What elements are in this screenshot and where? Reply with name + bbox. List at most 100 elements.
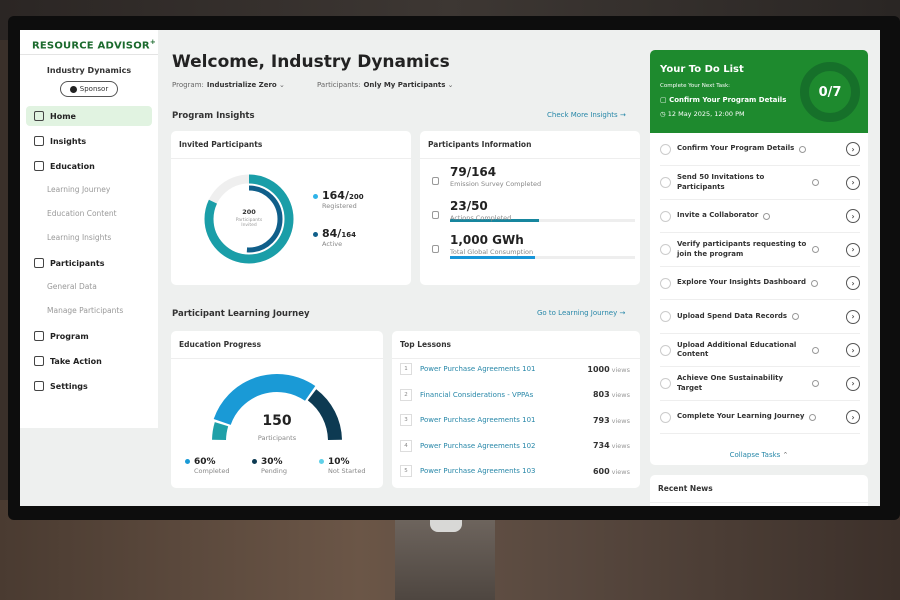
lesson-row[interactable]: 3 Power Purchase Agreements 101 793 views	[400, 414, 630, 426]
sidebar-item[interactable]: Participants	[26, 253, 152, 273]
lesson-link[interactable]: Power Purchase Agreements 101	[420, 365, 536, 373]
role-badge[interactable]: Sponsor	[60, 81, 118, 97]
help-icon[interactable]	[811, 279, 819, 287]
checkbox[interactable]	[660, 210, 671, 222]
survey-icon	[432, 177, 439, 185]
sidebar-subitem[interactable]: Manage Participants	[47, 306, 124, 315]
chevron-up-icon: ⌃	[782, 451, 789, 459]
help-icon[interactable]	[812, 246, 819, 253]
sidebar-item[interactable]: Education	[26, 156, 152, 176]
clock-icon: ◷	[660, 110, 666, 118]
gauge-value: 150	[262, 413, 292, 429]
help-icon[interactable]	[812, 380, 819, 387]
todo-item[interactable]: Invite a Collaborator ›	[660, 200, 860, 233]
help-icon[interactable]	[792, 313, 800, 320]
help-icon[interactable]	[809, 413, 817, 421]
sidebar-subitem[interactable]: Learning Journey	[47, 185, 111, 194]
section-title: Program Insights	[172, 111, 255, 121]
collapse-label: Collapse Tasks	[729, 451, 781, 459]
help-icon[interactable]	[812, 179, 819, 186]
checkbox[interactable]	[660, 143, 671, 155]
registered-total: 200	[348, 193, 364, 201]
lesson-link[interactable]: Power Purchase Agreements 103	[420, 467, 536, 475]
sidebar-item[interactable]: Take Action	[26, 351, 152, 371]
chevron-right-icon[interactable]: ›	[846, 276, 860, 290]
checkbox[interactable]	[660, 177, 671, 188]
program-filter[interactable]: Program: Industrialize Zero ⌄	[172, 81, 285, 89]
todo-item[interactable]: Upload Additional Educational Content ›	[660, 334, 860, 367]
views-count: 803	[592, 390, 610, 399]
checkbox[interactable]	[660, 277, 671, 289]
todo-progress-ring: 0/7	[800, 62, 860, 122]
checkbox[interactable]	[660, 378, 671, 389]
checkbox[interactable]	[660, 344, 671, 356]
sidebar-item[interactable]: Settings	[26, 376, 152, 396]
sidebar-item[interactable]: Program	[26, 326, 152, 346]
lesson-link[interactable]: Power Purchase Agreements 101	[420, 416, 536, 424]
gauge-segment-completed	[213, 374, 316, 426]
participants-filter[interactable]: Participants: Only My Participants ⌄	[317, 81, 454, 89]
arrow-right-icon: →	[619, 309, 626, 317]
progress-bar	[450, 219, 635, 222]
lesson-row[interactable]: 4 Power Purchase Agreements 102 734 views	[400, 439, 630, 452]
lesson-rank: 4	[400, 439, 412, 452]
checkbox[interactable]	[660, 411, 671, 423]
todo-item-label: Verify participants requesting to join t…	[677, 240, 807, 258]
chevron-right-icon[interactable]: ›	[846, 242, 860, 257]
help-icon[interactable]	[799, 145, 807, 153]
todo-item[interactable]: Achieve One Sustainability Target ›	[660, 368, 860, 401]
card-title: Recent News	[650, 475, 868, 503]
sidebar-item-label: Participants	[50, 258, 105, 268]
todo-item[interactable]: Explore Your Insights Dashboard ›	[660, 267, 860, 300]
help-icon[interactable]	[763, 212, 771, 220]
lesson-row[interactable]: 5 Power Purchase Agreements 103 600 views	[400, 465, 630, 477]
puzzle-icon	[34, 356, 44, 366]
go-to-learning-journey-link[interactable]: Go to Learning Journey →	[537, 309, 625, 317]
gauge-label: Participants	[257, 434, 297, 442]
bulb-icon	[432, 245, 439, 253]
next-task[interactable]: ▢ Confirm Your Program Details	[660, 96, 786, 104]
todo-item[interactable]: Send 50 Invitations to Participants ›	[660, 167, 860, 200]
card-title: Education Progress	[171, 331, 383, 359]
todo-item[interactable]: Confirm Your Program Details ›	[660, 133, 860, 166]
chevron-right-icon[interactable]: ›	[846, 142, 860, 156]
todo-item[interactable]: Complete Your Learning Journey ›	[660, 401, 860, 434]
collapse-tasks-button[interactable]: Collapse Tasks ⌃	[650, 451, 868, 459]
lesson-views: 1000 views	[587, 365, 630, 374]
sidebar-item[interactable]: Home	[26, 106, 152, 126]
help-icon[interactable]	[812, 346, 819, 354]
checkbox[interactable]	[660, 244, 671, 255]
recent-news-card: Recent News	[650, 475, 868, 506]
chevron-right-icon[interactable]: ›	[846, 343, 860, 357]
chevron-right-icon[interactable]: ›	[846, 376, 860, 391]
arrow-right-icon: →	[619, 111, 626, 119]
chevron-right-icon[interactable]: ›	[846, 410, 860, 424]
sidebar-subitem[interactable]: Education Content	[47, 209, 117, 218]
sidebar-subitem[interactable]: General Data	[47, 282, 97, 291]
program-label: Program:	[172, 81, 204, 89]
lesson-row[interactable]: 1 Power Purchase Agreements 101 1000 views	[400, 363, 630, 375]
gauge-segment-pending	[307, 389, 342, 441]
link-label: Check More Insights	[547, 111, 618, 119]
chevron-right-icon[interactable]: ›	[846, 175, 860, 190]
check-more-insights-link[interactable]: Check More Insights →	[547, 111, 626, 119]
lesson-link[interactable]: Power Purchase Agreements 102	[420, 441, 536, 450]
checkbox[interactable]	[660, 311, 671, 322]
gauge-legend-item: 30% Pending	[252, 457, 287, 475]
chevron-right-icon[interactable]: ›	[846, 209, 860, 223]
participants-info-card: Participants Information 79/164 Emission …	[420, 131, 640, 285]
sidebar-subitem[interactable]: Learning Insights	[47, 233, 112, 242]
sidebar-item[interactable]: Insights	[26, 131, 152, 151]
link-label: Go to Learning Journey	[537, 309, 618, 317]
todo-item[interactable]: Upload Spend Data Records ›	[660, 301, 860, 334]
chevron-right-icon[interactable]: ›	[846, 309, 860, 324]
card-title: Participants Information	[420, 131, 640, 159]
chart-pie-icon	[34, 136, 44, 146]
lesson-row[interactable]: 2 Financial Considerations - VPPAs 803 view…	[400, 388, 630, 401]
views-count: 793	[592, 415, 610, 425]
active-stat: 84/164 Active	[313, 227, 356, 248]
progress-bar	[450, 256, 635, 259]
todo-item[interactable]: Verify participants requesting to join t…	[660, 234, 860, 267]
lesson-link[interactable]: Financial Considerations - VPPAs	[420, 390, 534, 399]
lesson-views: 803 views	[593, 390, 630, 399]
